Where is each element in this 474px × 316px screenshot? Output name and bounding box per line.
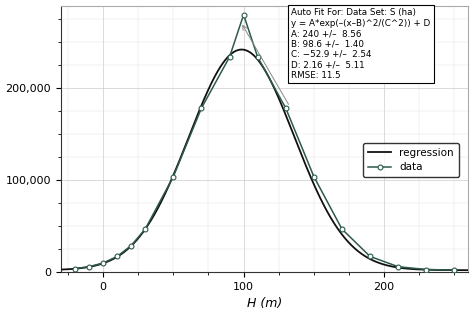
data — [100, 261, 106, 265]
data — [227, 55, 232, 59]
data — [86, 265, 92, 269]
data — [283, 106, 289, 110]
Text: Auto Fit For: Data Set: S (ha)
y = A*exp(–(x–B)^2/(C^2)) + D
A: 240 +/–  8.56
B:: Auto Fit For: Data Set: S (ha) y = A*exp… — [291, 8, 430, 80]
Line: data: data — [73, 12, 457, 272]
regression — [331, 221, 337, 225]
regression — [465, 268, 471, 272]
regression — [299, 154, 305, 157]
data — [311, 175, 317, 179]
X-axis label: H (m): H (m) — [247, 297, 283, 310]
regression — [239, 48, 245, 52]
Legend: regression, data: regression, data — [363, 143, 459, 178]
data — [367, 255, 373, 258]
regression — [130, 242, 136, 246]
regression — [58, 268, 64, 271]
regression — [243, 48, 249, 52]
data — [339, 227, 345, 231]
regression — [163, 191, 169, 194]
data — [255, 55, 261, 59]
data — [114, 255, 120, 258]
data — [452, 268, 457, 272]
data — [423, 268, 429, 271]
data — [241, 13, 246, 17]
data — [171, 175, 176, 179]
data — [128, 244, 134, 247]
Line: regression: regression — [61, 50, 468, 270]
data — [395, 265, 401, 269]
data — [142, 227, 148, 231]
data — [72, 267, 78, 270]
data — [199, 106, 204, 110]
regression — [365, 256, 371, 260]
